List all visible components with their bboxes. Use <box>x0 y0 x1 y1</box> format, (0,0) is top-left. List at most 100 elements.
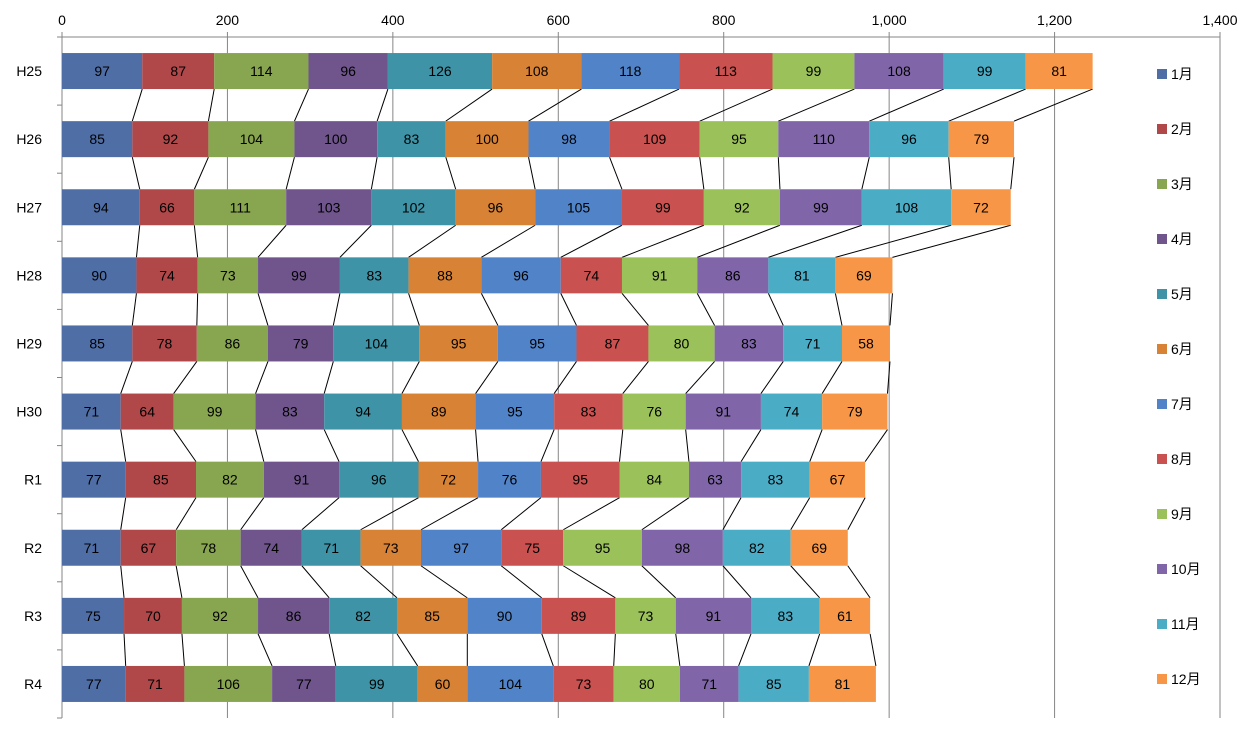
bar-segment <box>196 325 268 362</box>
data-label: 78 <box>201 540 217 556</box>
data-label: 88 <box>437 267 453 283</box>
data-label: 91 <box>652 267 668 283</box>
series-line <box>835 224 952 258</box>
x-tick-label: 400 <box>381 12 405 28</box>
series-line <box>560 293 577 326</box>
series-line <box>120 565 125 598</box>
legend-swatch <box>1157 619 1167 629</box>
series-line <box>621 293 649 326</box>
x-tick-label: 600 <box>547 12 571 28</box>
bar-segment <box>214 53 309 90</box>
legend-swatch <box>1157 509 1167 519</box>
series-line <box>328 633 337 667</box>
series-line <box>173 361 198 394</box>
series-line <box>621 224 705 258</box>
category-label: H27 <box>16 199 42 215</box>
bar-segment <box>768 257 836 294</box>
series-line <box>257 633 273 667</box>
bar-segment <box>125 665 185 702</box>
data-label: 108 <box>525 63 549 79</box>
bar-segment <box>62 597 125 634</box>
data-label: 85 <box>424 608 440 624</box>
bar-segment <box>714 325 784 362</box>
data-label: 92 <box>163 131 179 147</box>
data-label: 82 <box>222 472 238 488</box>
bar-segment <box>738 665 809 702</box>
series-line <box>864 429 888 462</box>
bar-segment <box>540 461 620 498</box>
bar-segment <box>62 665 126 702</box>
data-label: 63 <box>707 472 723 488</box>
series-line <box>685 361 715 394</box>
legend-label: 12月 <box>1171 671 1201 687</box>
bar-segment <box>751 597 820 634</box>
series-line <box>293 88 309 122</box>
bar-segment <box>62 461 126 498</box>
series-line <box>1013 88 1093 122</box>
bar-segment <box>132 325 197 362</box>
data-label: 85 <box>766 676 782 692</box>
data-label: 71 <box>805 335 821 351</box>
data-label: 95 <box>595 540 611 556</box>
bar-segment <box>779 189 862 226</box>
data-label: 96 <box>513 267 529 283</box>
data-label: 111 <box>230 199 251 215</box>
legend-swatch <box>1157 69 1167 79</box>
legend-swatch <box>1157 234 1167 244</box>
legend: 1月 2月 3月 4月 5月 6月 7月 8月 9月 10月 11月 12月 <box>1157 66 1201 687</box>
series-line <box>175 497 197 531</box>
data-label: 77 <box>86 676 102 692</box>
series-line <box>790 497 811 531</box>
data-label: 74 <box>263 540 279 556</box>
series-line <box>475 429 479 462</box>
data-label: 69 <box>811 540 827 556</box>
data-label: 71 <box>323 540 339 556</box>
bar-segment <box>609 121 700 158</box>
series-line <box>323 361 334 394</box>
data-label: 110 <box>813 131 836 147</box>
legend-label: 7月 <box>1171 396 1193 412</box>
data-label: 73 <box>576 676 592 692</box>
data-label: 104 <box>365 335 389 351</box>
x-tick-label: 1,200 <box>1037 12 1072 28</box>
bar-segment <box>576 325 649 362</box>
series-line <box>609 156 623 190</box>
data-label: 113 <box>715 63 738 79</box>
bar-segment <box>535 189 622 226</box>
data-label: 75 <box>85 608 101 624</box>
series-line <box>301 497 340 531</box>
data-label: 83 <box>404 131 420 147</box>
data-label: 77 <box>86 472 102 488</box>
bar-segment <box>560 257 622 294</box>
series-line <box>135 225 141 258</box>
data-label: 71 <box>84 404 100 420</box>
bar-segment <box>563 529 642 566</box>
bar-segment <box>132 121 209 158</box>
bar-segment <box>478 461 541 498</box>
data-label: 100 <box>324 131 348 147</box>
series-line <box>618 429 624 462</box>
bar-segment <box>360 529 421 566</box>
data-label: 82 <box>355 608 371 624</box>
series-line <box>173 429 197 462</box>
category-label: R2 <box>24 540 42 556</box>
data-label: 74 <box>159 267 175 283</box>
bar-segment <box>790 529 848 566</box>
bar-segment <box>819 597 871 634</box>
series-line <box>768 224 863 258</box>
data-label: 75 <box>524 540 540 556</box>
series-line <box>699 157 705 190</box>
bar-segment <box>783 325 842 362</box>
bar-segment <box>699 121 779 158</box>
data-label: 92 <box>212 608 228 624</box>
x-tick-label: 200 <box>216 12 240 28</box>
series-line <box>869 633 877 667</box>
bar-segment <box>948 121 1015 158</box>
data-label: 76 <box>646 404 662 420</box>
series-line <box>323 429 340 462</box>
legend-label: 11月 <box>1171 616 1200 632</box>
series-line <box>699 88 773 122</box>
series-line <box>131 157 141 190</box>
series-line <box>360 497 419 531</box>
series-line <box>886 361 891 394</box>
